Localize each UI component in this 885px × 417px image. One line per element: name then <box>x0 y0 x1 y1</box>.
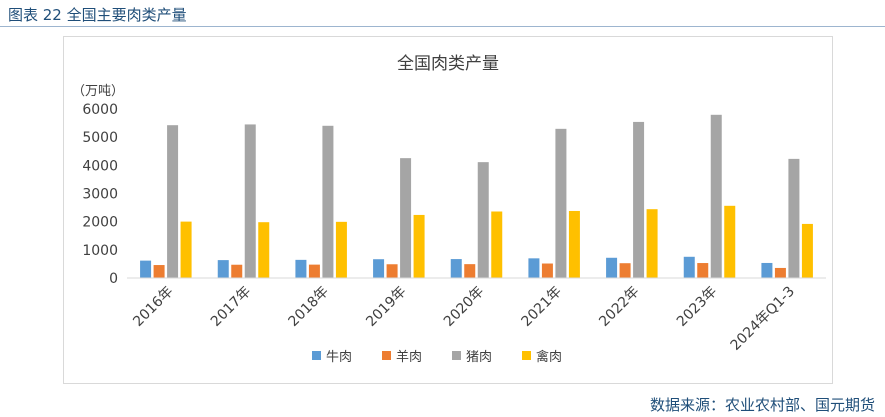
y-tick-label: 1000 <box>82 243 118 259</box>
x-tick-label: 2016年 <box>130 284 176 330</box>
bar-禽肉 <box>413 214 425 278</box>
bar-羊肉 <box>697 263 709 278</box>
x-tick-label: 2021年 <box>519 284 565 330</box>
y-axis-ticks: 0 1000 2000 3000 4000 5000 6000 <box>82 102 118 287</box>
bar-牛肉 <box>217 260 229 278</box>
bar-猪肉 <box>555 128 567 278</box>
bar-羊肉 <box>619 263 631 278</box>
bar-猪肉 <box>788 158 800 278</box>
y-tick-label: 2000 <box>82 215 118 231</box>
bar-羊肉 <box>774 267 786 278</box>
y-tick-label: 5000 <box>82 130 118 146</box>
bar-禽肉 <box>491 211 503 278</box>
bar-猪肉 <box>400 158 412 278</box>
bar-牛肉 <box>683 256 695 278</box>
bar-牛肉 <box>373 259 385 278</box>
y-tick-label: 6000 <box>82 102 118 118</box>
x-tick-label: 2017年 <box>208 284 254 330</box>
bar-chart: 全国肉类产量 （万吨） 0 1000 2000 3000 4000 5000 6000 20… <box>72 54 826 365</box>
x-tick-label: 2018年 <box>286 284 332 330</box>
bar-羊肉 <box>153 265 165 278</box>
bar-羊肉 <box>231 264 243 278</box>
legend: 牛肉 羊肉 猪肉 禽肉 <box>312 349 562 365</box>
figure-caption: 图表 22 全国主要肉类产量 <box>8 6 187 24</box>
bar-猪肉 <box>322 125 334 279</box>
bar-牛肉 <box>606 257 618 278</box>
y-tick-label: 0 <box>109 271 118 287</box>
bar-禽肉 <box>646 209 658 278</box>
bar-羊肉 <box>308 264 320 278</box>
legend-swatch <box>382 351 391 360</box>
chart-frame: 全国肉类产量 （万吨） 0 1000 2000 3000 4000 5000 6000 20… <box>63 36 833 384</box>
bar-禽肉 <box>724 205 736 278</box>
legend-swatch <box>312 351 321 360</box>
bar-猪肉 <box>244 124 256 278</box>
data-source: 数据来源：农业农村部、国元期货 <box>649 396 875 414</box>
bar-牛肉 <box>295 259 307 278</box>
x-axis-ticks: 2016年 2017年 2018年 2019年 2020年 2021年 2022年 2023年… <box>130 284 798 354</box>
x-tick-label: 2022年 <box>596 284 642 330</box>
x-tick-label: 2023年 <box>674 284 720 330</box>
bar-禽肉 <box>335 221 347 278</box>
bar-羊肉 <box>541 263 553 278</box>
bar-禽肉 <box>801 223 813 278</box>
bar-禽肉 <box>180 221 192 278</box>
bar-牛肉 <box>761 262 773 278</box>
chart-title: 全国肉类产量 <box>397 54 499 74</box>
bar-牛肉 <box>140 260 152 278</box>
bar-猪肉 <box>633 121 645 278</box>
x-tick-label: 2020年 <box>441 284 487 330</box>
caption-divider <box>0 26 885 27</box>
y-axis-unit: （万吨） <box>72 84 124 99</box>
y-tick-label: 3000 <box>82 187 118 203</box>
bar-牛肉 <box>450 259 462 278</box>
bar-猪肉 <box>710 114 722 278</box>
bar-牛肉 <box>528 258 540 278</box>
x-tick-label: 2024年Q1-3 <box>728 284 798 354</box>
bar-羊肉 <box>464 264 476 278</box>
legend-swatch <box>452 351 461 360</box>
legend-label: 牛肉 <box>326 350 352 365</box>
bar-猪肉 <box>477 162 489 278</box>
legend-label: 猪肉 <box>466 350 492 365</box>
bar-猪肉 <box>167 125 179 278</box>
bars-group <box>140 114 813 279</box>
bar-禽肉 <box>258 222 270 278</box>
bar-羊肉 <box>386 264 398 278</box>
x-tick-label: 2019年 <box>363 284 409 330</box>
legend-label: 羊肉 <box>396 349 422 365</box>
bar-禽肉 <box>568 210 580 278</box>
legend-swatch <box>522 351 531 360</box>
y-tick-label: 4000 <box>82 158 118 174</box>
legend-label: 禽肉 <box>536 349 562 365</box>
